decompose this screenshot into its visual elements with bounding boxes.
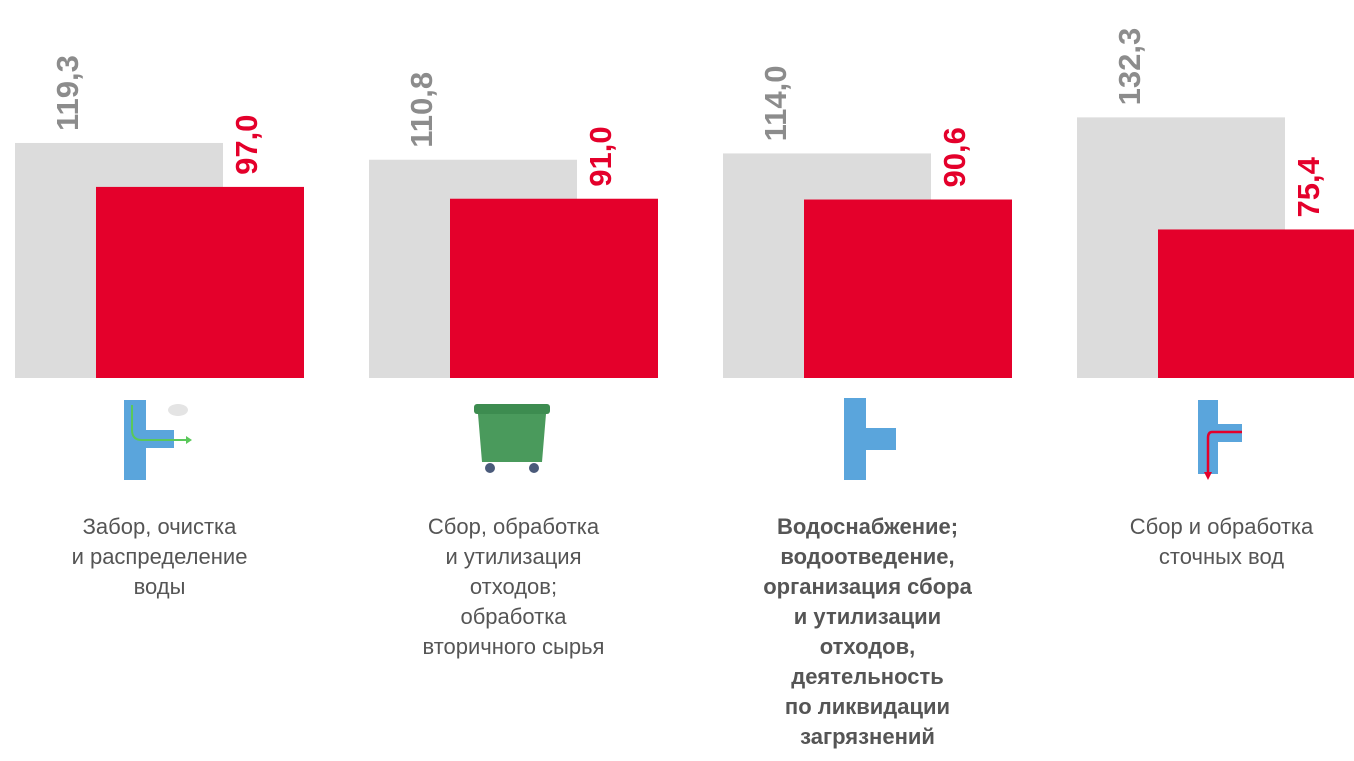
category-label: Водоснабжение; водоотведение, организаци… <box>763 514 972 749</box>
value-label: 91,0 <box>583 126 618 186</box>
category-label: Сбор и обработка сточных вод <box>1129 514 1314 569</box>
icon-water-intake <box>124 400 192 480</box>
icon-waste-bin <box>474 404 550 473</box>
bar <box>804 199 1012 378</box>
bar <box>96 186 304 378</box>
value-label: 75,4 <box>1291 156 1326 217</box>
value-label: 90,6 <box>937 127 972 187</box>
category-label: Забор, очистка и распределение воды <box>71 514 248 599</box>
bar <box>450 198 658 378</box>
value-label: 119,3 <box>50 55 85 131</box>
value-label: 132,3 <box>1112 28 1147 106</box>
icon-water-supply <box>844 398 896 480</box>
icon-sewage <box>1198 400 1242 480</box>
category-label: Сбор, обработка и утилизация отходов; об… <box>422 514 605 659</box>
value-label: 110,8 <box>404 72 439 148</box>
chart: 119,3 97,0 110,8 91,0 114,0 90,6 132,3 75,4 <box>15 28 1354 480</box>
value-label: 97,0 <box>229 115 264 175</box>
value-label: 114,0 <box>758 66 793 142</box>
bar <box>1158 229 1354 378</box>
